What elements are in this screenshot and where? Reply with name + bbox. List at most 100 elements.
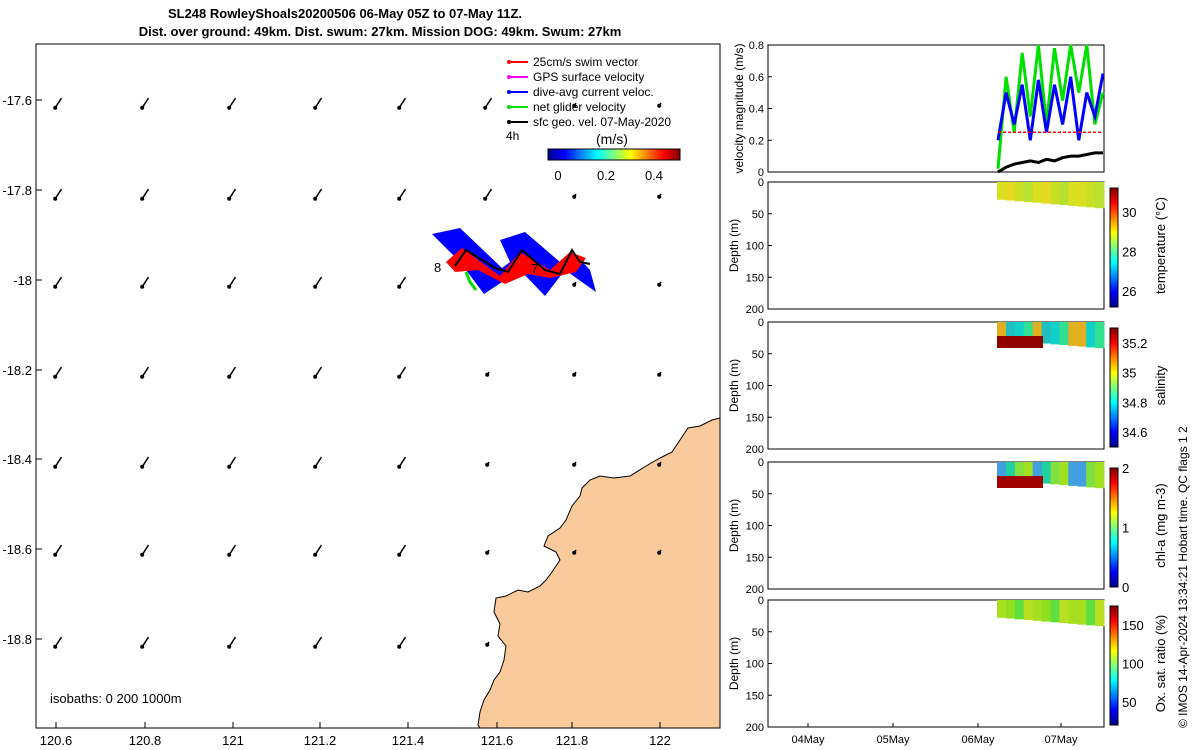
depth-tick-label: 100 — [746, 659, 764, 671]
colorbar-tick-label: 1 — [1122, 521, 1129, 536]
map-x-tick-label: 121.4 — [392, 733, 425, 748]
legend-swatch-head — [507, 105, 511, 109]
section-cell — [1041, 322, 1051, 344]
chart-title-line1: SL248 RowleyShoals20200506 06-May 05Z to… — [167, 6, 523, 21]
depth-tick-label: 200 — [746, 444, 764, 456]
velocity-arrow-head — [140, 284, 145, 289]
colorbar-label: salinity — [1153, 365, 1168, 405]
section-cell — [1005, 322, 1016, 341]
legend-swatch-head — [507, 120, 511, 124]
velocity-arrow-head — [572, 282, 577, 287]
velocity-arrow-head — [485, 462, 490, 467]
section-cell — [1077, 322, 1087, 347]
colorbar-tick-label: 35.2 — [1122, 336, 1147, 351]
velocity-arrow-head — [483, 105, 488, 110]
velocity-y-tick-label: 0.8 — [749, 40, 764, 52]
section-cell — [1023, 462, 1034, 483]
velocity-arrow-head — [227, 552, 232, 557]
section-cell — [1041, 462, 1051, 484]
legend-label: 25cm/s swim vector — [533, 55, 638, 69]
velocity-arrow-head — [313, 374, 318, 379]
section-cell — [1005, 600, 1016, 619]
section-cell — [1023, 600, 1034, 621]
velocity-arrow-head — [483, 196, 488, 201]
depth-tick-label: 0 — [758, 595, 764, 607]
velocity-arrow-head — [313, 464, 318, 469]
section-cell — [1095, 600, 1105, 627]
velocity-arrow-head — [313, 552, 318, 557]
velocity-arrow-head — [140, 464, 145, 469]
map-x-tick-label: 122 — [649, 733, 671, 748]
depth-ylabel: Depth (m) — [727, 219, 741, 272]
velocity-arrow-head — [53, 196, 58, 201]
map-y-tick-label: -17.8 — [2, 183, 32, 198]
legend-label: dive-avg current veloc. — [533, 85, 654, 99]
section-cell — [1059, 322, 1069, 346]
map-longitude-ticks: 120.6 120.8 121 121.2 121.4 121.6 121.8 122 — [40, 722, 671, 748]
map-x-tick-label: 121.8 — [556, 733, 589, 748]
velocity-y-tick-label: 0.2 — [749, 135, 764, 147]
velocity-arrow-head — [397, 105, 402, 110]
velocity-arrow-head — [485, 550, 490, 555]
section-cell — [1050, 182, 1060, 205]
velocity-arrow-head — [397, 196, 402, 201]
velocity-arrow-head — [657, 103, 662, 108]
section-deep-layer — [997, 476, 1043, 488]
depth-tick-label: 150 — [746, 690, 764, 702]
depth-tick-label: 100 — [746, 521, 764, 533]
map-latitude-ticks: -17.6 -17.8 -18 -18.2 -18.4 -18.6 -18.8 — [2, 93, 42, 647]
colorbar-tick-label: 26 — [1122, 284, 1136, 299]
velocity-arrow-head — [140, 644, 145, 649]
date-tick-label: 07May — [1044, 734, 1078, 746]
section-panel: 0 50 100 150 200 Depth (m) 50 100 150 Ox. sat. ra… — [727, 595, 1168, 746]
depth-tick-label: 0 — [758, 317, 764, 329]
depth-tick-label: 150 — [746, 272, 764, 284]
section-colorbar — [1109, 187, 1119, 308]
section-colorbar — [1109, 605, 1119, 726]
depth-ylabel: Depth (m) — [727, 359, 741, 412]
section-cell — [1014, 462, 1025, 482]
colorbar-tick-label: 2 — [1122, 461, 1129, 476]
legend-label: net glider velocity — [533, 100, 626, 114]
section-cell — [1068, 322, 1078, 346]
velocity-arrow-head — [572, 103, 577, 108]
colorbar-tick-label: 34.8 — [1122, 395, 1147, 410]
map-y-tick-label: -18.8 — [2, 632, 32, 647]
legend-label: sfc geo. vel. 07-May-2020 — [533, 115, 671, 129]
map-y-tick-label: -18.4 — [2, 452, 32, 467]
section-cell — [1077, 600, 1087, 625]
velocity-arrow-head — [657, 282, 662, 287]
velocity-arrow-head — [53, 644, 58, 649]
velocity-arrow-head — [53, 464, 58, 469]
section-cell — [1086, 322, 1096, 348]
section-cell — [1095, 182, 1105, 209]
section-cell — [1014, 600, 1025, 620]
velocity-arrow-head — [313, 105, 318, 110]
velocity-ylabel: velocity magnitude (m/s) — [732, 43, 746, 173]
section-cell — [997, 462, 1007, 480]
chart-title-line2: Dist. over ground: 49km. Dist. swum: 27k… — [138, 24, 622, 39]
velocity-arrow-head — [140, 374, 145, 379]
section-panel: 0 50 100 150 200 Depth (m) 26 28 30 temperature (… — [727, 177, 1168, 316]
velocity-arrow-head — [572, 194, 577, 199]
map-x-tick-label: 121 — [222, 733, 244, 748]
net-glider-velocity — [464, 271, 478, 291]
section-cell — [1041, 182, 1051, 204]
velocity-arrow-head — [313, 644, 318, 649]
date-tick-label: 04May — [791, 734, 825, 746]
depth-ylabel: Depth (m) — [727, 499, 741, 552]
colorbar-tick-label: 0 — [1122, 580, 1129, 595]
section-cell — [1059, 462, 1069, 486]
velocity-arrow-head — [313, 196, 318, 201]
track-label-8: 8 — [434, 260, 441, 275]
depth-tick-label: 50 — [752, 349, 764, 361]
colorbar-tick-label: 35 — [1122, 366, 1136, 381]
velocity-arrow-head — [227, 196, 232, 201]
coastline-land — [477, 417, 721, 729]
depth-tick-label: 150 — [746, 412, 764, 424]
velocity-arrow-head — [140, 105, 145, 110]
velocity-arrow-head — [397, 644, 402, 649]
